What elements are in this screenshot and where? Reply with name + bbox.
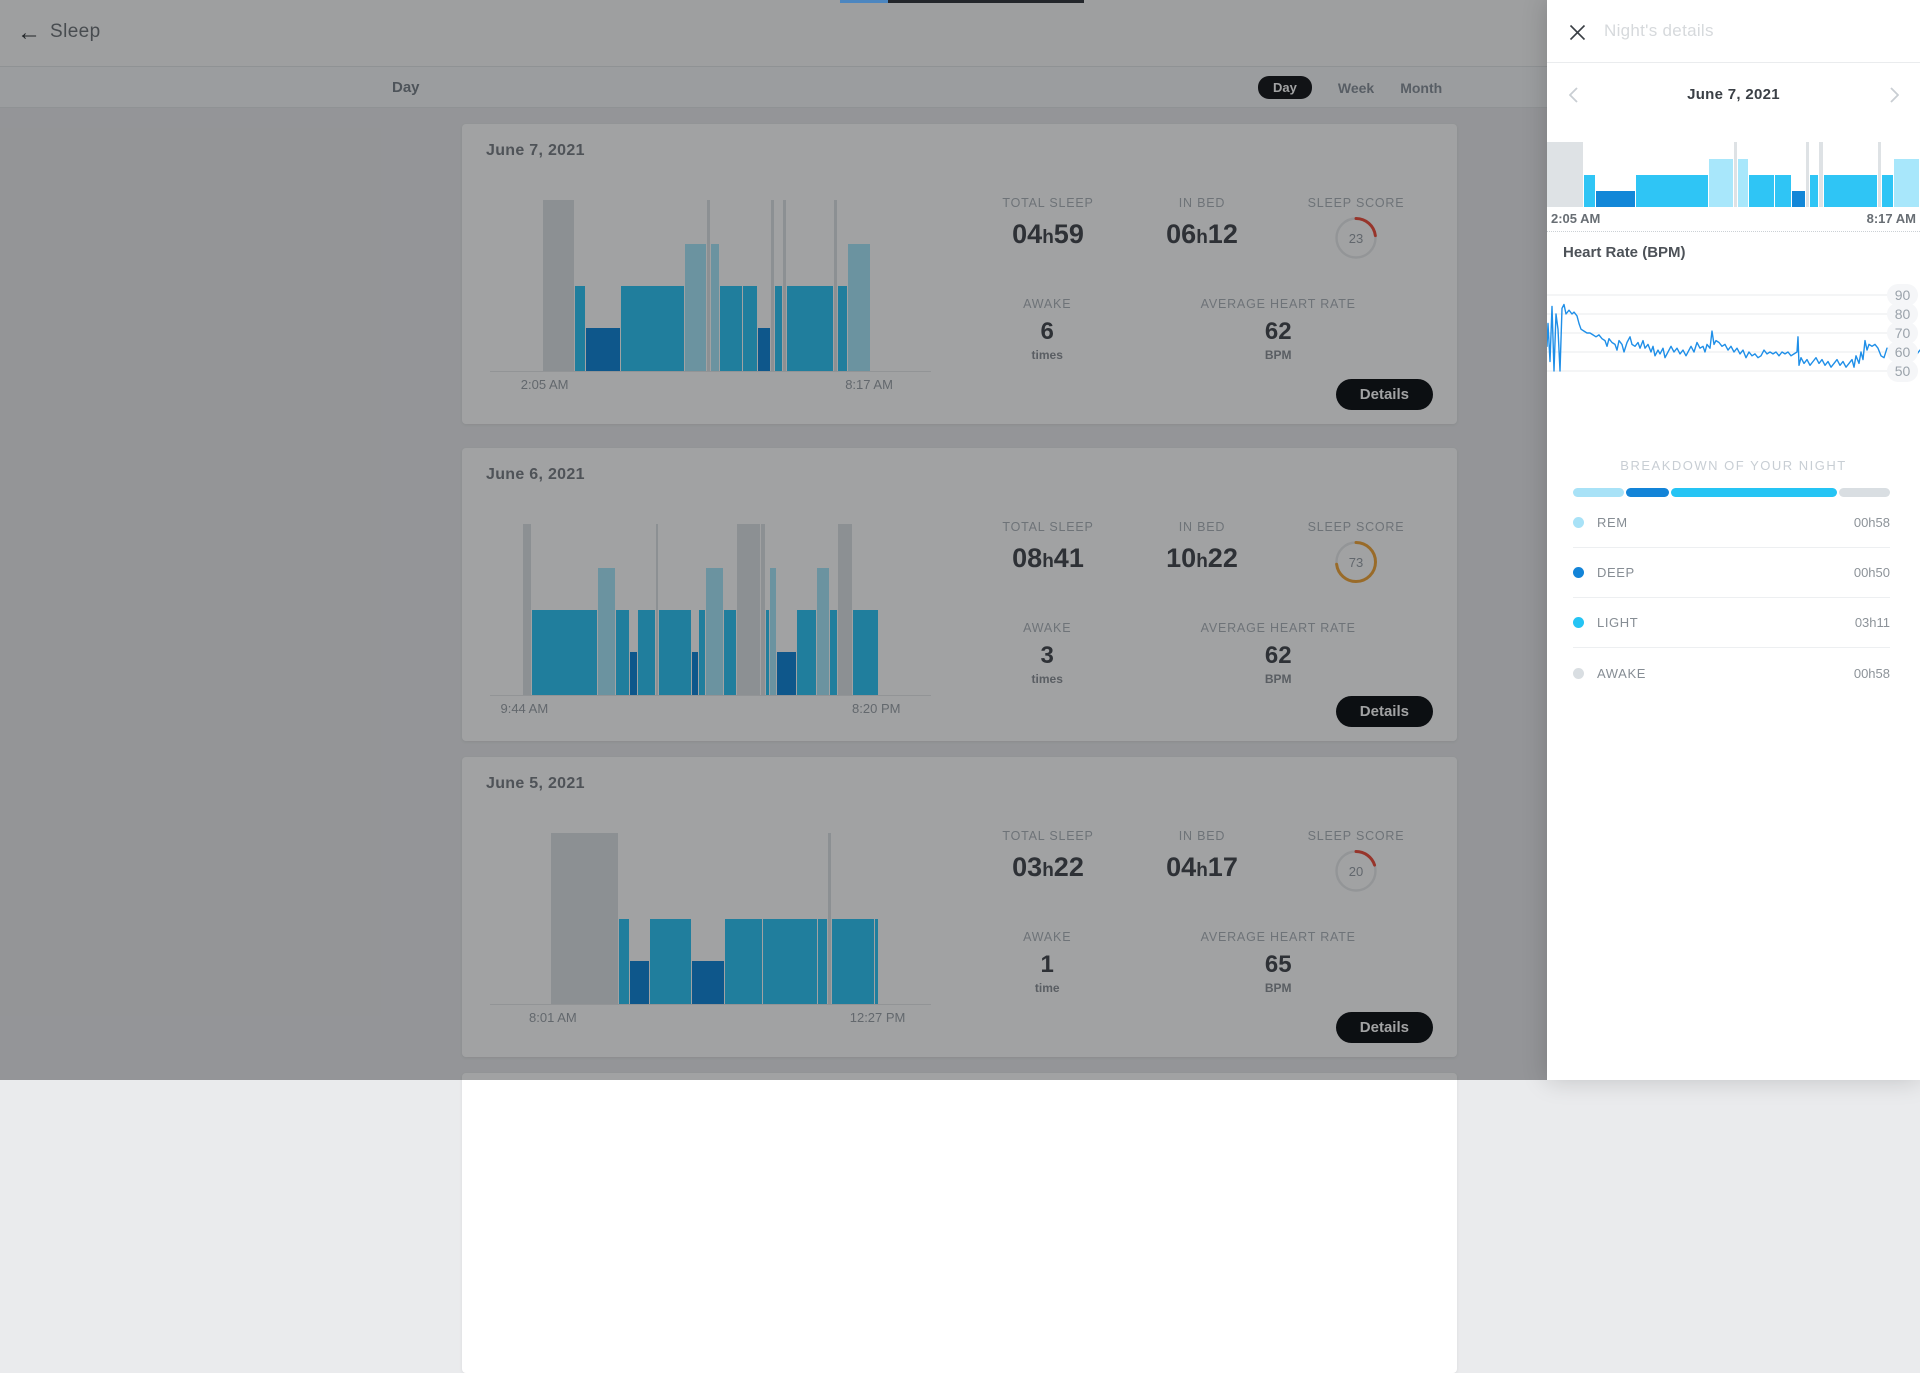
legend-stage-duration: 00h58 [1854,515,1890,530]
y-tick-label: 80 [1895,306,1911,322]
hypnogram-segment-awake [1734,142,1737,207]
close-button[interactable] [1565,20,1589,44]
heart-rate-chart: 90 80 70 60 50 [1547,282,1920,389]
date-nav: June 7, 2021 [1547,78,1920,112]
legend-dot-awake [1573,668,1584,679]
legend-row-light: LIGHT 03h11 [1573,598,1890,648]
browser-artifact-accent [840,0,888,3]
hypnogram-segment-light [1636,175,1707,208]
hypnogram-segment-deep [1596,191,1635,207]
legend-stage-label: LIGHT [1597,615,1638,630]
legend-stage-duration: 00h50 [1854,565,1890,580]
hypnogram-segment-rem [1738,159,1747,207]
hypnogram-segment-deep [1792,191,1805,207]
panel-header: Night's details [1547,0,1920,63]
breakdown-segment-deep [1626,488,1670,497]
hypnogram-segment-light [1810,175,1818,208]
legend-stage-duration: 03h11 [1855,615,1890,630]
breakdown-title: BREAKDOWN OF YOUR NIGHT [1547,458,1920,473]
y-tick-label: 60 [1895,344,1911,360]
legend-dot-deep [1573,567,1584,578]
y-tick-label: 70 [1895,325,1911,341]
breakdown-segment-rem [1573,488,1624,497]
sleep-card-partial[interactable] [462,1073,1457,1373]
legend-stage-label: REM [1597,515,1628,530]
hypnogram-segment-light [1749,175,1774,208]
chevron-right-icon [1890,87,1899,103]
panel-date: June 7, 2021 [1547,86,1920,103]
night-details-panel: Night's details June 7, 2021 2:05 AM 8:1… [1547,0,1920,1080]
night-hypnogram-chart: 2:05 AM 8:17 AM [1547,142,1920,226]
hypnogram-segment-light [1882,175,1892,208]
legend-stage-label: DEEP [1597,565,1635,580]
hypnogram-segment-rem [1894,159,1919,207]
y-tick-label: 50 [1895,363,1911,379]
next-day-button[interactable] [1882,83,1906,107]
hypnogram-segment-awake [1547,142,1583,207]
hypnogram-segment-light [1775,175,1791,208]
legend-row-rem: REM 00h58 [1573,498,1890,548]
breakdown-legend: REM 00h58 DEEP 00h50 LIGHT 03h11 AWAKE 00h58 [1573,498,1890,698]
breakdown-bar [1573,488,1890,497]
legend-stage-duration: 00h58 [1854,666,1890,681]
night-start-time: 2:05 AM [1551,211,1600,226]
hypnogram-segment-light [1584,175,1596,208]
dotted-separator [1547,231,1920,232]
breakdown-segment-light [1671,488,1837,497]
close-icon [1569,24,1586,41]
legend-row-deep: DEEP 00h50 [1573,548,1890,598]
panel-title: Night's details [1604,21,1714,41]
hypnogram-segment-awake [1819,142,1822,207]
browser-artifact-strip [840,0,1084,3]
hypnogram-segment-light [1824,175,1877,208]
y-tick-label: 90 [1895,287,1911,303]
hypnogram-segment-awake [1806,142,1809,207]
hypnogram-segment-awake [1878,142,1881,207]
legend-dot-light [1573,617,1584,628]
legend-row-awake: AWAKE 00h58 [1573,648,1890,698]
legend-stage-label: AWAKE [1597,666,1646,681]
legend-dot-rem [1573,517,1584,528]
breakdown-segment-awake [1839,488,1890,497]
hypnogram-segment-rem [1709,159,1733,207]
heart-rate-title: Heart Rate (BPM) [1563,244,1686,261]
night-end-time: 8:17 AM [1867,211,1916,226]
